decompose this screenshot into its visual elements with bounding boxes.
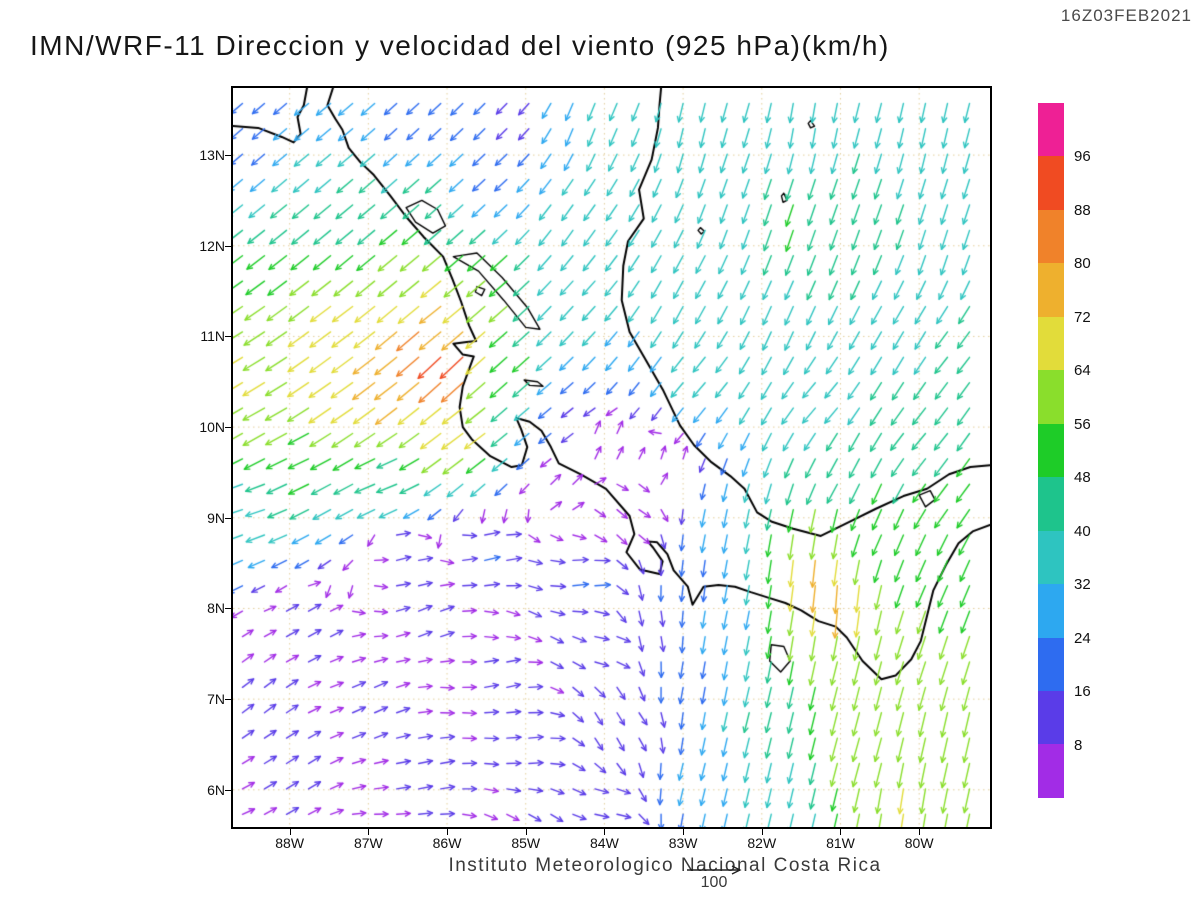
colorbar-segment [1038,690,1064,745]
colorbar-segment [1038,209,1064,264]
colorbar-label: 8 [1074,736,1083,754]
credit-text: Instituto Meteorologico Nacional Costa R… [448,855,882,876]
y-axis-tick [225,245,231,247]
x-axis-tick [447,829,449,835]
colorbar-segment [1038,370,1064,424]
y-axis-tick [225,789,231,791]
colorbar-label: 88 [1074,201,1091,219]
colorbar-label: 56 [1074,415,1091,433]
y-tick-label: 7N [207,691,225,708]
colorbar-segment [1038,263,1064,317]
y-axis-tick [225,336,231,338]
x-tick-label: 82W [747,835,777,851]
x-tick-label: 84W [590,835,619,851]
x-axis-tick [368,829,370,835]
colorbar-label: 24 [1074,629,1091,647]
colorbar-segment [1038,637,1064,691]
x-axis-tick [683,829,685,835]
colorbar-segment [1038,477,1064,531]
x-axis-tick [840,829,842,835]
colorbar-label: 96 [1074,148,1091,166]
y-axis-tick [225,608,231,610]
colorbar-label: 80 [1074,255,1091,273]
x-tick-label: 81W [826,835,855,851]
y-tick-label: 8N [207,600,225,617]
y-tick-label: 9N [207,509,225,526]
colorbar-segment [1038,316,1064,371]
wind-vector-map [233,88,990,827]
colorbar-label: 40 [1074,522,1091,540]
x-tick-label: 85W [511,835,541,851]
x-axis-tick [761,829,763,835]
valid-time-stamp: 16Z03FEB2021 [1060,6,1192,25]
speed-colorbar [1038,103,1064,798]
x-tick-label: 87W [353,835,383,851]
colorbar-label: 64 [1074,362,1091,380]
colorbar-segment [1038,584,1064,638]
chart-title: IMN/WRF-11 Direccion y velocidad del vie… [30,30,890,61]
reference-vector-arrow [686,862,746,880]
colorbar-label: 48 [1074,469,1091,487]
y-tick-label: 12N [199,237,225,254]
x-tick-label: 88W [275,835,305,851]
y-tick-label: 6N [207,781,225,798]
y-axis-tick [225,699,231,701]
colorbar-segment [1038,156,1064,210]
y-axis-tick [225,517,231,519]
x-axis-tick [289,829,291,835]
x-tick-label: 80W [904,835,934,851]
y-tick-label: 13N [199,147,225,164]
colorbar-segment [1038,423,1064,478]
reference-vector-label: 100 [700,874,728,891]
colorbar-segment [1038,530,1064,585]
colorbar-segment [1038,103,1064,157]
y-tick-label: 11N [200,328,225,345]
colorbar-label: 72 [1074,308,1091,326]
arrow-icon [687,865,742,875]
x-axis-tick [919,829,921,835]
y-axis-tick [225,155,231,157]
y-tick-label: 10N [199,419,225,436]
x-tick-label: 83W [668,835,698,851]
x-axis-tick [604,829,606,835]
map-frame [231,86,992,829]
colorbar-label: 16 [1074,683,1091,701]
x-tick-label: 86W [432,835,462,851]
x-axis-tick [525,829,527,835]
colorbar-label: 32 [1074,576,1091,594]
y-axis-tick [225,427,231,429]
colorbar-segment [1038,744,1064,798]
